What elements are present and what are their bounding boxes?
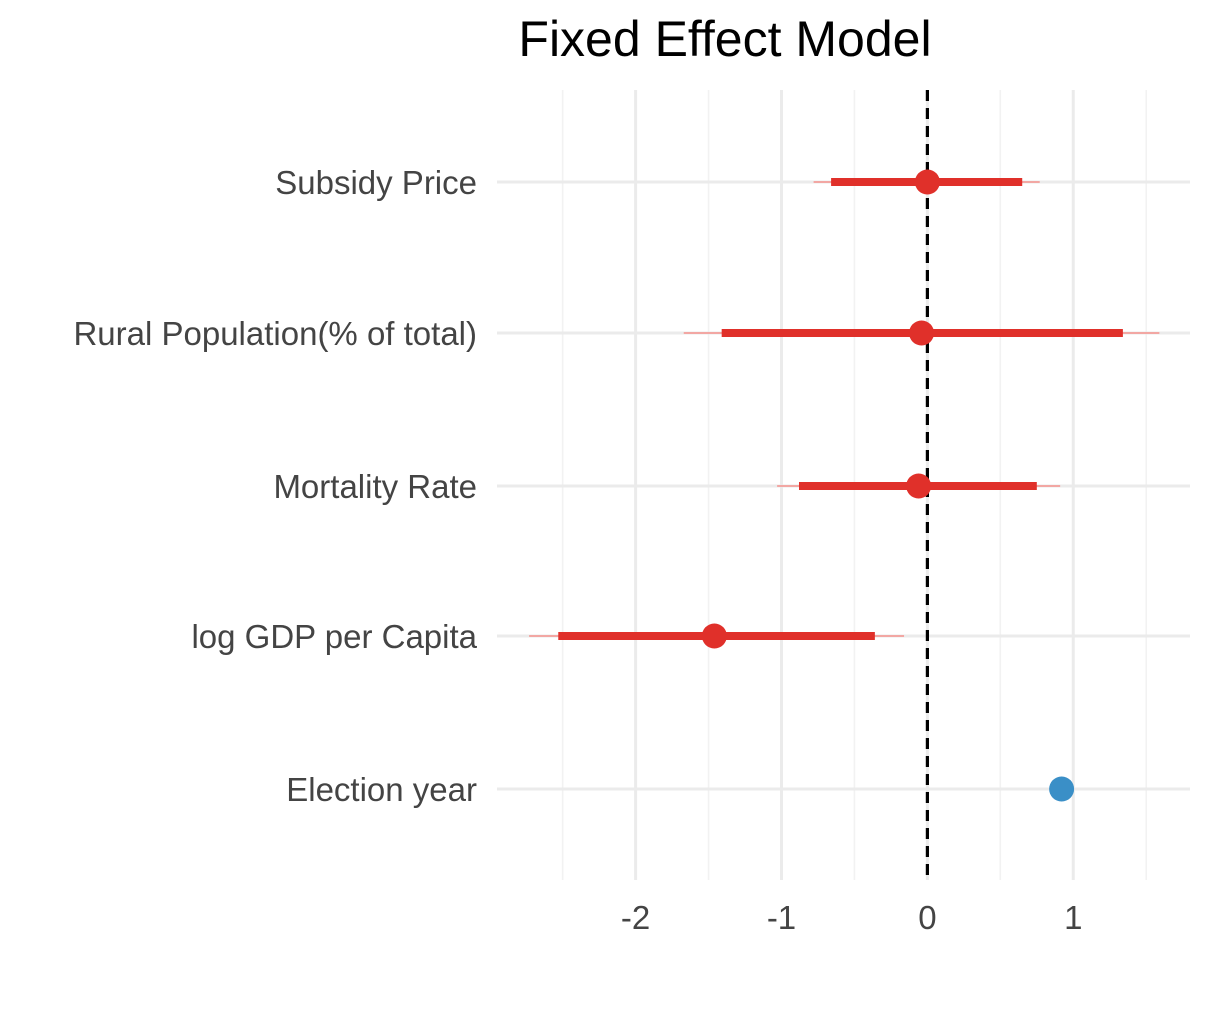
interval-layer <box>529 178 1160 640</box>
x-tick-label: 1 <box>1064 899 1082 936</box>
estimate-point <box>1049 776 1075 802</box>
chart-title: Fixed Effect Model <box>518 11 931 67</box>
term-label: Subsidy Price <box>275 164 477 201</box>
estimate-point <box>909 320 935 346</box>
term-label: Rural Population(% of total) <box>73 315 477 352</box>
term-label: Mortality Rate <box>273 468 477 505</box>
x-axis-ticks: -2 -1 0 1 <box>621 899 1083 936</box>
x-tick-label: -2 <box>621 899 650 936</box>
estimate-point <box>914 169 940 195</box>
term-label: Election year <box>286 771 477 808</box>
y-axis-labels: Subsidy Price Rural Population(% of total… <box>73 164 477 808</box>
estimate-point <box>906 473 932 499</box>
term-label: log GDP per Capita <box>191 618 477 655</box>
point-layer <box>701 169 1075 802</box>
x-tick-label: -1 <box>767 899 796 936</box>
estimate-point <box>701 623 727 649</box>
x-tick-label: 0 <box>918 899 936 936</box>
